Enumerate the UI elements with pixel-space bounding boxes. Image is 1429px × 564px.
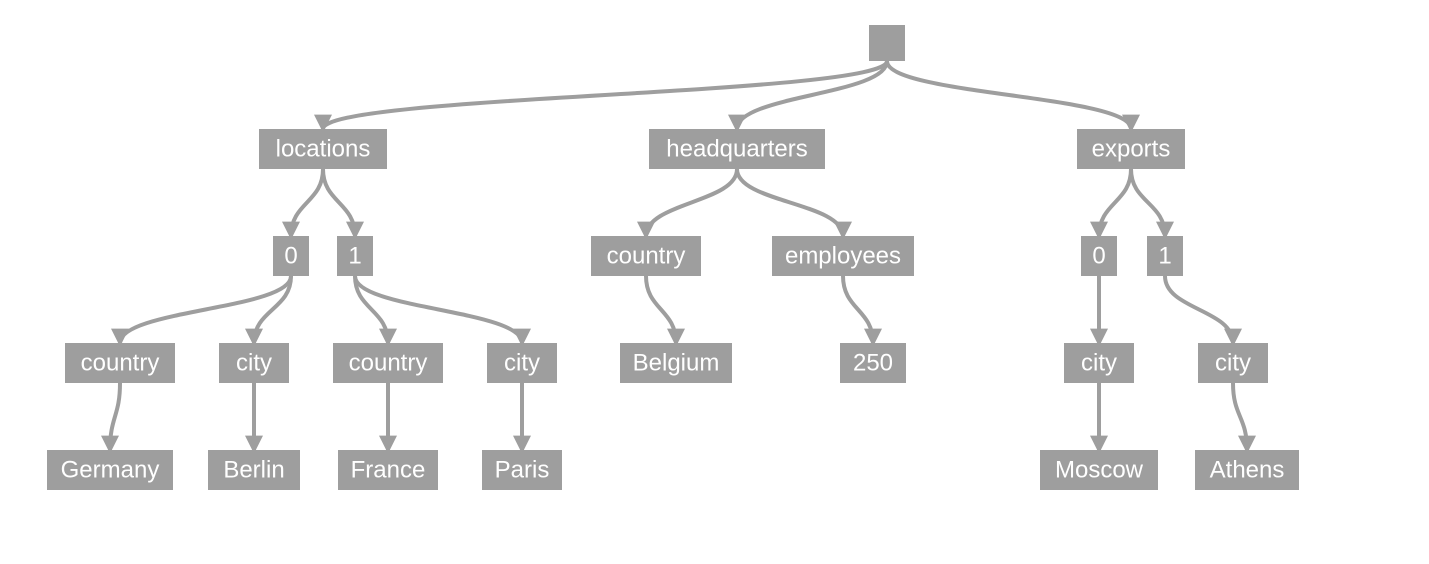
edge-headquarters-to-hq_employees [737, 169, 843, 236]
node-label-loc1_country: country [349, 349, 428, 376]
edge-hq_country-to-hq_belgium [646, 276, 676, 343]
node-exp0: 0 [1081, 236, 1117, 276]
node-loc0_country: country [65, 343, 175, 383]
edge-hq_employees-to-hq_250 [843, 276, 873, 343]
node-france: France [338, 450, 438, 490]
node-label-loc0_country: country [81, 349, 160, 376]
node-loc1: 1 [337, 236, 373, 276]
node-exports: exports [1077, 129, 1185, 169]
edge-loc1-to-loc1_city [355, 276, 522, 343]
node-label-exp1_city: city [1215, 349, 1251, 376]
node-label-athens: Athens [1210, 456, 1285, 483]
node-hq_belgium: Belgium [620, 343, 732, 383]
node-exp1: 1 [1147, 236, 1183, 276]
node-label-exp0_city: city [1081, 349, 1117, 376]
tree-diagram: locations headquarters exports 0 1 country emp… [0, 0, 1429, 564]
node-box-root [869, 25, 905, 61]
node-headquarters: headquarters [649, 129, 825, 169]
node-hq_250: 250 [840, 343, 906, 383]
node-athens: Athens [1195, 450, 1299, 490]
node-loc0_city: city [219, 343, 289, 383]
edge-loc0_country-to-germany [110, 383, 120, 450]
node-label-exports: exports [1092, 135, 1171, 162]
node-exp0_city: city [1064, 343, 1134, 383]
edge-exports-to-exp0 [1099, 169, 1131, 236]
node-moscow: Moscow [1040, 450, 1158, 490]
node-label-headquarters: headquarters [666, 135, 807, 162]
node-label-locations: locations [276, 135, 371, 162]
node-germany: Germany [47, 450, 173, 490]
node-loc0: 0 [273, 236, 309, 276]
edge-exports-to-exp1 [1131, 169, 1165, 236]
edge-exp1-to-exp1_city [1165, 276, 1233, 343]
edge-locations-to-loc1 [323, 169, 355, 236]
node-locations: locations [259, 129, 387, 169]
node-label-exp1: 1 [1158, 242, 1171, 269]
node-label-hq_country: country [607, 242, 686, 269]
edge-root-to-locations [323, 61, 887, 129]
node-label-paris: Paris [495, 456, 550, 483]
edge-headquarters-to-hq_country [646, 169, 737, 236]
node-label-hq_250: 250 [853, 349, 893, 376]
node-label-moscow: Moscow [1055, 456, 1144, 483]
node-label-germany: Germany [61, 456, 160, 483]
node-label-loc0: 0 [284, 242, 297, 269]
node-loc1_city: city [487, 343, 557, 383]
edge-loc0-to-loc0_country [120, 276, 291, 343]
node-label-france: France [351, 456, 426, 483]
node-root [869, 25, 905, 61]
node-label-exp0: 0 [1092, 242, 1105, 269]
node-hq_country: country [591, 236, 701, 276]
node-label-loc1_city: city [504, 349, 540, 376]
node-label-hq_belgium: Belgium [633, 349, 720, 376]
node-label-loc0_city: city [236, 349, 272, 376]
node-exp1_city: city [1198, 343, 1268, 383]
node-label-loc1: 1 [348, 242, 361, 269]
node-label-berlin: Berlin [223, 456, 284, 483]
nodes-layer: locations headquarters exports 0 1 country emp… [47, 25, 1299, 490]
edge-root-to-exports [887, 61, 1131, 129]
node-paris: Paris [482, 450, 562, 490]
node-loc1_country: country [333, 343, 443, 383]
node-hq_employees: employees [772, 236, 914, 276]
edge-exp1_city-to-athens [1233, 383, 1247, 450]
node-berlin: Berlin [208, 450, 300, 490]
edge-locations-to-loc0 [291, 169, 323, 236]
node-label-hq_employees: employees [785, 242, 901, 269]
